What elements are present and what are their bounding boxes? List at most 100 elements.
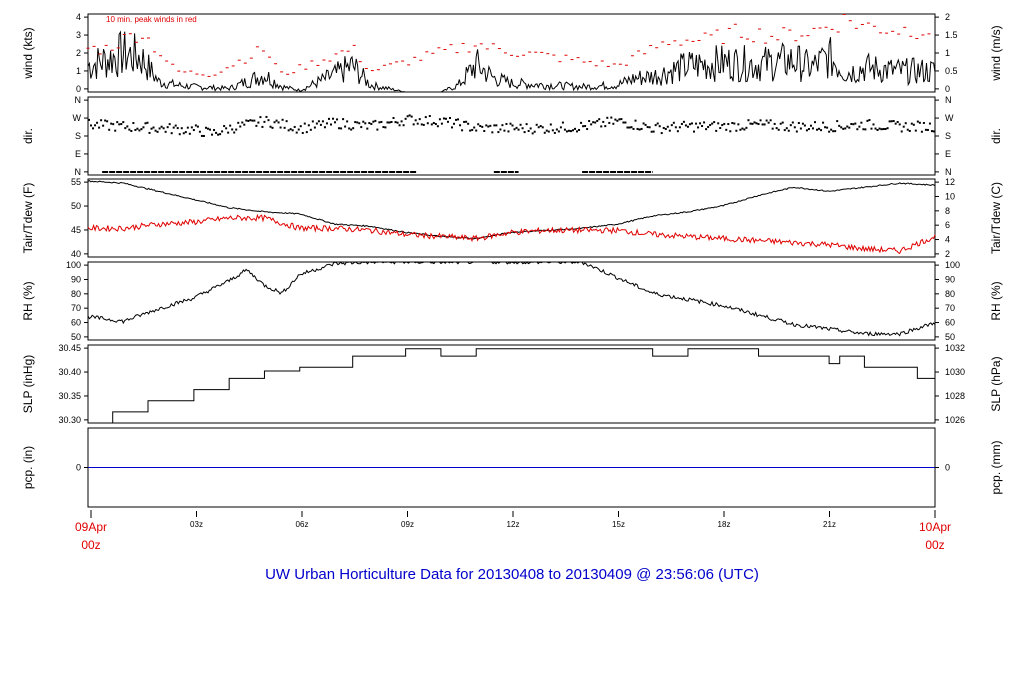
dir-point xyxy=(481,125,484,128)
dir-point xyxy=(265,115,268,118)
series-rh xyxy=(87,261,936,337)
dir-point xyxy=(652,130,655,133)
dir-point xyxy=(338,127,341,130)
dir-point xyxy=(180,127,183,130)
dir-point xyxy=(711,122,714,125)
dir-point xyxy=(200,134,203,137)
dir-point xyxy=(636,127,639,130)
panel-wind: wind (kts) wind (m/s) 0 1 2 3 4 0 0.5 1 1.5 2 xyxy=(21,12,1003,94)
dir-point xyxy=(576,130,579,133)
dir-point xyxy=(457,118,460,121)
dir-point xyxy=(814,121,816,124)
dir-point xyxy=(186,126,189,129)
dir-point xyxy=(830,128,833,131)
left-tick-label: 50 xyxy=(71,201,81,211)
dir-point xyxy=(832,130,835,133)
dir-point xyxy=(217,133,220,136)
dir-point xyxy=(505,122,508,125)
dir-point xyxy=(495,124,498,127)
peak-wind-note: 10 min. peak winds in red xyxy=(106,15,197,24)
dir-point xyxy=(924,128,927,131)
dir-point xyxy=(321,120,324,123)
dir-point xyxy=(198,130,201,133)
dir-point xyxy=(319,123,322,126)
left-tick-label: 30.40 xyxy=(58,367,81,377)
dir-point xyxy=(170,132,173,135)
dir-point xyxy=(307,124,310,127)
dir-point xyxy=(644,123,647,126)
dir-point xyxy=(358,122,361,125)
right-tick-label: 100 xyxy=(945,260,960,270)
dir-point xyxy=(412,123,415,126)
right-tick-label: 4 xyxy=(945,235,950,245)
dir-point xyxy=(396,121,399,124)
dir-point xyxy=(793,126,796,129)
right-tick-label: S xyxy=(945,131,951,141)
dir-point xyxy=(922,121,925,124)
dir-point xyxy=(483,130,486,133)
dir-point xyxy=(327,117,330,120)
dir-point xyxy=(904,122,907,125)
right-tick-label: 1032 xyxy=(945,343,965,353)
left-tick-label: N xyxy=(75,167,82,177)
dir-point xyxy=(795,130,798,133)
dir-point xyxy=(910,122,913,125)
left-tick-label: 0 xyxy=(76,84,81,94)
dir-point xyxy=(902,125,905,128)
dir-point xyxy=(680,122,683,125)
left-tick-label: 30.35 xyxy=(58,391,81,401)
start-hour-label: 00z xyxy=(81,538,100,552)
dir-point xyxy=(529,127,532,130)
dir-point xyxy=(896,120,899,123)
dir-point xyxy=(662,126,665,129)
dir-point xyxy=(360,126,363,129)
dir-point xyxy=(822,121,825,124)
dir-point xyxy=(535,123,538,126)
dir-point xyxy=(408,114,411,117)
dir-point xyxy=(523,131,526,134)
time-tick-label: 15z xyxy=(612,520,625,529)
dir-point xyxy=(289,128,292,131)
dir-point xyxy=(332,117,335,120)
dir-point xyxy=(828,130,831,133)
dir-point xyxy=(493,124,496,127)
dir-point xyxy=(789,124,792,127)
dir-point xyxy=(380,120,383,123)
dir-point xyxy=(356,121,359,124)
time-tick-label: 03z xyxy=(190,520,203,529)
dir-point xyxy=(233,131,236,134)
dir-point xyxy=(249,119,252,122)
dir-point xyxy=(376,128,379,131)
time-tick-label: 09z xyxy=(401,520,414,529)
dir-point xyxy=(279,126,282,129)
dir-point xyxy=(247,119,250,122)
dir-point xyxy=(192,129,195,132)
dir-point xyxy=(588,120,591,123)
dir-point xyxy=(511,124,514,127)
dir-point xyxy=(709,124,712,127)
dir-point xyxy=(900,130,903,133)
dir-point xyxy=(624,121,627,124)
dir-point xyxy=(559,126,562,129)
dir-point xyxy=(739,128,742,131)
dir-point xyxy=(418,118,421,121)
dir-point xyxy=(96,121,99,124)
dir-point xyxy=(596,119,599,122)
dir-point xyxy=(344,125,347,128)
dir-point xyxy=(693,130,695,133)
dir-point xyxy=(243,123,246,126)
panel-frame xyxy=(87,96,936,176)
dir-point xyxy=(497,131,500,134)
dir-point xyxy=(386,121,389,124)
dir-point xyxy=(455,118,458,121)
dir-point xyxy=(525,123,528,126)
dir-point xyxy=(299,125,302,128)
dir-point xyxy=(309,128,312,131)
dir-point xyxy=(668,129,671,132)
dir-point xyxy=(932,130,935,133)
left-tick-label: 30.45 xyxy=(58,343,81,353)
dir-point xyxy=(555,128,558,131)
dir-point xyxy=(507,130,510,133)
series-slp xyxy=(88,348,935,424)
left-tick-label: 45 xyxy=(71,225,81,235)
